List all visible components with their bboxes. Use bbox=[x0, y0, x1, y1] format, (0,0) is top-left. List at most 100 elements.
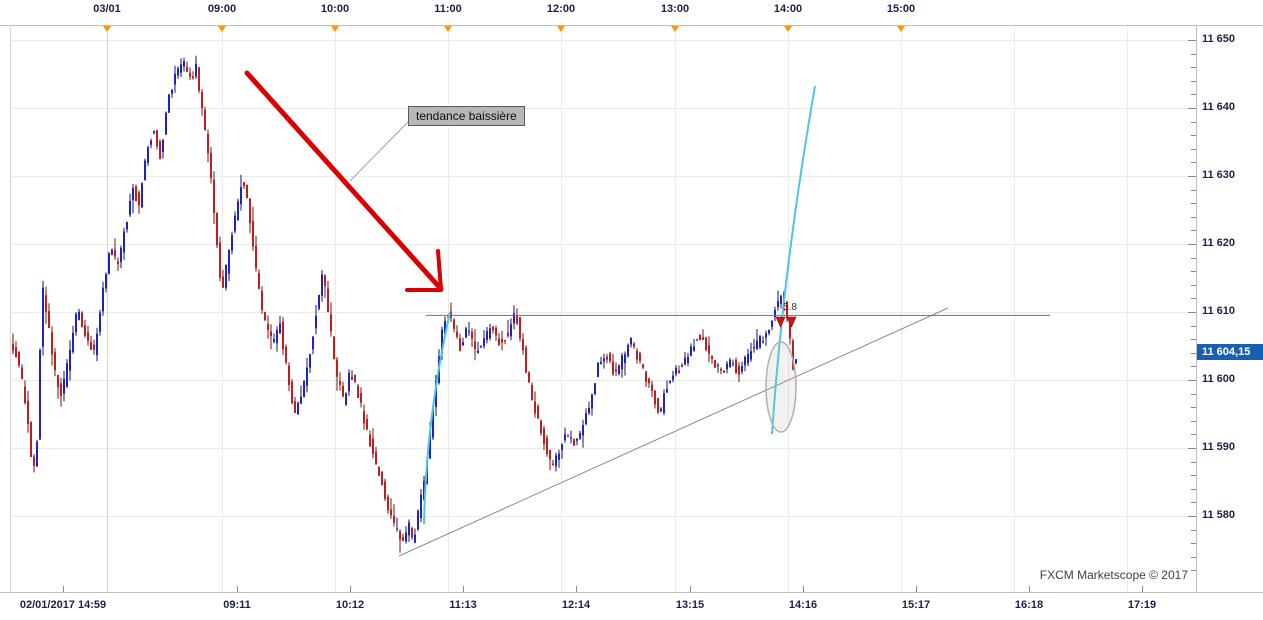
candle bbox=[513, 305, 515, 330]
candle bbox=[582, 419, 584, 448]
candle bbox=[291, 379, 293, 405]
price-tick-label: 11 620 bbox=[1202, 237, 1236, 249]
candle bbox=[633, 342, 635, 349]
price-tick-label: 11 610 bbox=[1202, 305, 1236, 317]
candle bbox=[171, 89, 173, 98]
candle bbox=[585, 408, 587, 426]
candle bbox=[48, 303, 50, 329]
candle bbox=[339, 372, 341, 391]
candle bbox=[120, 245, 122, 269]
price-tick-label: 11 630 bbox=[1202, 169, 1236, 181]
candle bbox=[102, 281, 104, 316]
candle bbox=[378, 466, 380, 477]
candle bbox=[537, 403, 539, 419]
candle bbox=[96, 327, 98, 362]
candle bbox=[780, 294, 782, 309]
candle bbox=[795, 359, 797, 365]
price-minor-tick bbox=[1191, 502, 1196, 504]
grid-line-h bbox=[10, 380, 1196, 381]
candle bbox=[390, 498, 392, 519]
session-marker-icon bbox=[444, 26, 452, 32]
projection-line-1[interactable] bbox=[423, 311, 451, 525]
candle bbox=[498, 333, 500, 346]
candle bbox=[195, 55, 197, 79]
candle bbox=[360, 387, 362, 408]
time-label-bottom: 17:19 bbox=[1127, 599, 1157, 611]
candle bbox=[477, 341, 479, 354]
candle bbox=[735, 357, 737, 375]
candle bbox=[210, 147, 212, 184]
bottom-tick bbox=[916, 586, 917, 592]
candle bbox=[678, 365, 680, 374]
candle bbox=[165, 111, 167, 136]
price-minor-tick bbox=[1191, 339, 1196, 341]
candle bbox=[762, 336, 764, 344]
candle bbox=[231, 231, 233, 255]
candle bbox=[741, 361, 743, 375]
candle bbox=[666, 380, 668, 393]
candle bbox=[765, 330, 767, 346]
top-axis-border bbox=[0, 25, 1263, 26]
candle bbox=[726, 361, 728, 374]
price-minor-tick bbox=[1191, 67, 1196, 69]
price-minor-tick bbox=[1191, 148, 1196, 150]
ascending-support-trendline[interactable] bbox=[398, 307, 949, 557]
candle bbox=[24, 380, 26, 405]
candle bbox=[114, 238, 116, 260]
candle bbox=[201, 89, 203, 116]
candle bbox=[363, 404, 365, 430]
price-minor-tick bbox=[1188, 448, 1196, 449]
time-label-bottom: 12:14 bbox=[561, 599, 591, 611]
candle bbox=[540, 419, 542, 436]
candle bbox=[753, 338, 755, 353]
candle bbox=[462, 337, 464, 346]
price-minor-tick bbox=[1188, 380, 1196, 381]
candle bbox=[597, 362, 599, 378]
candle bbox=[660, 407, 662, 413]
bottom-tick bbox=[463, 586, 464, 592]
candle bbox=[309, 353, 311, 373]
candle bbox=[93, 339, 95, 355]
candle bbox=[567, 434, 569, 438]
price-minor-tick bbox=[1191, 407, 1196, 409]
candle bbox=[111, 248, 113, 256]
candle bbox=[183, 57, 185, 72]
candle bbox=[357, 383, 359, 399]
bottom-tick bbox=[803, 586, 804, 592]
candle bbox=[81, 311, 83, 328]
time-label-top: 09:00 bbox=[207, 3, 237, 15]
trend-annotation-label[interactable]: tendance baissière bbox=[408, 106, 525, 126]
candle bbox=[465, 326, 467, 339]
candle bbox=[27, 390, 29, 433]
grid-line-v bbox=[222, 25, 223, 592]
candle bbox=[30, 421, 32, 457]
candle bbox=[684, 351, 686, 366]
candle bbox=[588, 401, 590, 415]
highlight-ellipse[interactable] bbox=[765, 341, 797, 433]
candle bbox=[345, 392, 347, 406]
candle bbox=[276, 326, 278, 352]
candle bbox=[162, 139, 164, 159]
projection-line-2[interactable] bbox=[771, 85, 816, 435]
candle bbox=[264, 311, 266, 321]
candle bbox=[225, 264, 227, 291]
candle bbox=[90, 335, 92, 350]
candle bbox=[69, 340, 71, 381]
candle bbox=[777, 290, 779, 311]
candle bbox=[18, 350, 20, 368]
candle bbox=[687, 352, 689, 367]
candle bbox=[450, 302, 452, 323]
candle bbox=[771, 320, 773, 331]
candle bbox=[696, 338, 698, 341]
candle bbox=[600, 356, 602, 365]
candle bbox=[543, 425, 545, 451]
grid-line-h bbox=[10, 108, 1196, 109]
downtrend-arrow[interactable] bbox=[244, 70, 444, 292]
grid-line-v bbox=[1127, 25, 1128, 592]
candle bbox=[180, 58, 182, 78]
candle bbox=[723, 370, 725, 373]
candle bbox=[156, 129, 158, 150]
candle bbox=[519, 316, 521, 342]
